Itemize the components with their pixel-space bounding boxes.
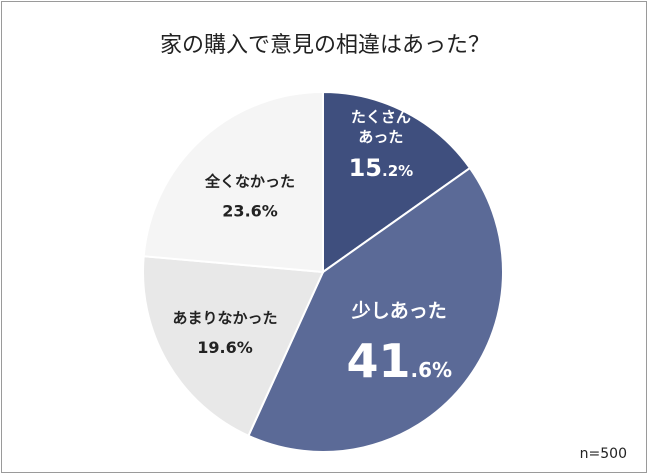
slice-value-amari-nakatta: 19.6% [197, 338, 253, 357]
slice-value-mattaku-nakatta: 23.6% [222, 201, 278, 220]
slice-label-sukoshi-atta: 少しあった [351, 300, 447, 322]
slice-label-mattaku-nakatta: 全くなかった [204, 172, 295, 190]
pie-slice-mattaku-nakatta [142, 90, 324, 274]
chart-title: 家の購入で意見の相違はあった？ [160, 33, 490, 58]
slice-value-sukoshi-atta: 41.6% [346, 334, 452, 388]
slice-label-takusan-atta: あった [358, 128, 403, 146]
pie-slice-takusan-atta [322, 90, 472, 274]
pie-slice-amari-nakatta [142, 255, 325, 438]
pie-slice-sukoshi-atta [247, 166, 504, 453]
slice-label-amari-nakatta: あまりなかった [173, 309, 278, 327]
pie-slices [142, 90, 504, 453]
slice-label-takusan-atta: たくさん [351, 108, 411, 126]
slice-value-takusan-atta: 15.2% [349, 154, 414, 182]
sample-size-note: n=500 [580, 446, 627, 462]
